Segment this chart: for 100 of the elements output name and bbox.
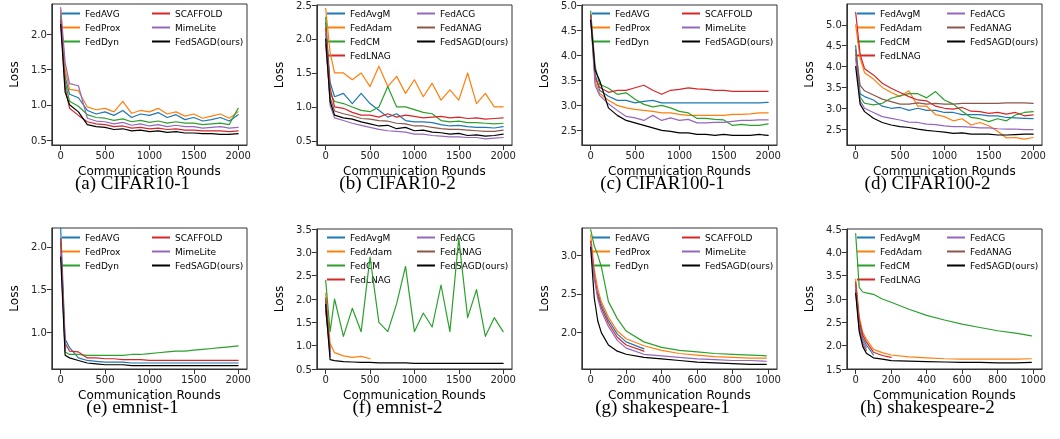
legend-label: FedANAG (970, 22, 1012, 33)
y-tick-label: 3.5 (825, 81, 842, 93)
y-tick-label: 4.5 (825, 223, 842, 235)
y-tick-label: 2.5 (560, 288, 577, 300)
x-tick-label: 500 (625, 149, 645, 161)
legend-label: FedAVG (85, 8, 120, 19)
x-tick-label: 200 (881, 373, 901, 385)
legend-label: FedANAG (970, 246, 1012, 257)
legend-label: FedDyn (615, 36, 649, 47)
x-tick-label: 0 (587, 373, 594, 385)
legend-label: FedSAGD(ours) (705, 36, 774, 47)
x-tick-label: 400 (917, 373, 937, 385)
legend-label: FedACG (440, 8, 476, 19)
legend-label: FedSAGD(ours) (705, 260, 774, 271)
x-tick-label: 800 (988, 373, 1008, 385)
legend-label: FedAvgM (880, 232, 921, 243)
y-tick-label: 3.5 (560, 74, 577, 86)
x-tick-label: 1000 (401, 373, 428, 385)
x-tick-label: 1000 (136, 373, 163, 385)
y-axis-title: Loss (537, 61, 551, 89)
x-tick-label: 0 (57, 373, 64, 385)
legend-label: MimeLite (705, 22, 747, 33)
legend-label: FedAvgM (350, 232, 391, 243)
x-tick-label: 0 (322, 149, 329, 161)
legend-label: FedSAGD(ours) (970, 36, 1039, 47)
y-axis-title: Loss (7, 61, 21, 88)
x-tick-label: 1500 (976, 149, 1002, 161)
x-tick-label: 0 (852, 373, 859, 385)
x-tick-label: 600 (952, 373, 972, 385)
y-tick-label: 2.5 (825, 316, 842, 328)
y-tick-label: 2.0 (825, 340, 842, 352)
y-tick-label: 2.0 (30, 241, 47, 253)
x-tick-label: 400 (652, 373, 672, 385)
y-tick-label: 1.5 (295, 67, 312, 79)
x-tick-label: 1500 (446, 373, 472, 385)
legend-label: FedSAGD(ours) (970, 260, 1039, 271)
y-tick-label: 0.5 (295, 135, 312, 147)
y-tick-label: 2.0 (560, 327, 577, 339)
x-tick-label: 800 (723, 373, 743, 385)
y-axis-title: Loss (802, 61, 816, 88)
y-tick-label: 1.0 (30, 99, 47, 111)
x-tick-label: 1000 (931, 149, 958, 161)
x-tick-label: 500 (360, 149, 380, 161)
legend-label: FedSAGD(ours) (440, 260, 509, 271)
y-axis-title: Loss (802, 285, 816, 313)
y-tick-label: 3.5 (295, 223, 312, 235)
legend-label: FedCM (880, 36, 910, 47)
legend-label: FedAVG (615, 8, 650, 19)
y-tick-label: 2.0 (295, 293, 312, 305)
legend-label: MimeLite (705, 246, 747, 257)
y-axis-title: Loss (272, 61, 286, 89)
legend-label: FedAvgM (350, 8, 391, 19)
legend-label: FedCM (350, 36, 380, 47)
legend-label: FedSAGD(ours) (440, 36, 509, 47)
y-tick-label: 4.5 (825, 40, 842, 52)
x-tick-label: 2000 (490, 149, 516, 161)
x-tick-label: 0 (57, 149, 64, 161)
y-axis-title: Loss (537, 285, 551, 312)
x-tick-label: 1000 (401, 149, 428, 161)
legend-label: FedProx (615, 22, 651, 33)
x-tick-label: 2000 (755, 149, 781, 161)
legend-label: FedAvgM (880, 8, 921, 19)
y-tick-label: 4.0 (825, 246, 842, 258)
legend-label: FedAdam (880, 246, 922, 257)
y-tick-label: 1.5 (30, 64, 47, 76)
y-tick-label: 3.0 (560, 249, 577, 261)
y-tick-label: 1.5 (30, 284, 47, 296)
legend-label: FedANAG (440, 22, 482, 33)
y-tick-label: 5.0 (825, 19, 842, 31)
legend-label: FedAVG (615, 232, 650, 243)
x-tick-label: 200 (616, 373, 636, 385)
legend-label: FedAdam (350, 246, 392, 257)
y-tick-label: 1.0 (30, 326, 47, 338)
legend-label: FedProx (85, 22, 121, 33)
y-tick-label: 1.0 (295, 340, 312, 352)
x-tick-label: 600 (687, 373, 707, 385)
y-tick-label: 2.5 (295, 0, 312, 11)
x-tick-label: 1000 (666, 149, 693, 161)
legend-label: FedAdam (350, 22, 392, 33)
legend-label: FedLNAG (880, 274, 921, 285)
y-tick-label: 1.5 (825, 363, 842, 375)
x-tick-label: 1000 (136, 149, 163, 161)
legend-label: FedCM (880, 260, 910, 271)
legend-label: MimeLite (175, 22, 217, 33)
y-tick-label: 3.5 (825, 270, 842, 282)
legend-label: FedDyn (85, 260, 119, 271)
legend-label: FedSAGD(ours) (175, 260, 244, 271)
x-tick-label: 500 (360, 373, 380, 385)
y-tick-label: 4.0 (825, 61, 842, 73)
legend-label: FedACG (440, 232, 476, 243)
legend-label: FedACG (970, 232, 1006, 243)
legend-label: FedSAGD(ours) (175, 36, 244, 47)
legend-label: FedDyn (615, 260, 649, 271)
x-tick-label: 0 (322, 373, 329, 385)
legend-label: FedLNAG (880, 50, 921, 61)
y-tick-label: 3.0 (295, 246, 312, 258)
x-tick-label: 2000 (490, 373, 516, 385)
y-tick-label: 3.0 (825, 102, 842, 114)
y-tick-label: 3.0 (560, 99, 577, 111)
x-tick-label: 1000 (755, 373, 781, 385)
